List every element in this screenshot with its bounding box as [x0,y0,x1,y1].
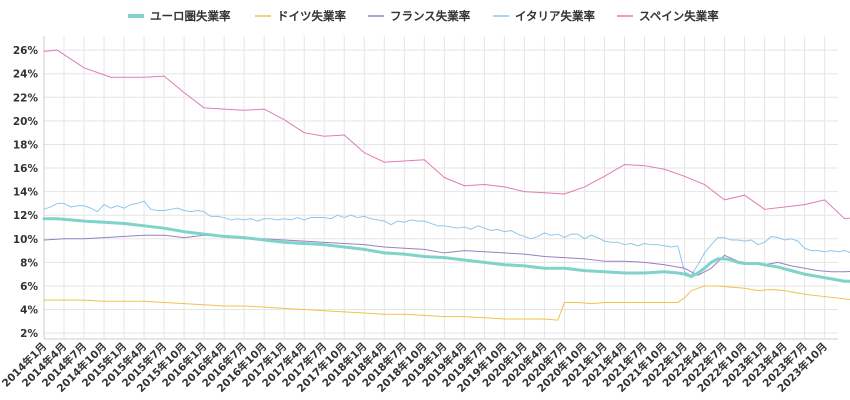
series-line-4 [43,49,850,220]
y-tick-label: 12% [13,210,39,222]
y-tick-label: 16% [13,163,39,175]
legend-item-2[interactable]: フランス失業率 [368,9,471,23]
y-tick-label: 20% [13,116,39,128]
y-tick-label: 24% [13,69,39,81]
y-tick-label: 4% [20,305,38,317]
series-line-3 [43,200,850,276]
legend-label: ドイツ失業率 [277,9,346,23]
legend-item-0[interactable]: ユーロ圏失業率 [128,9,231,23]
x-axis: 2014年1月2014年4月2014年7月2014年10月2015年1月2015… [0,338,838,395]
y-tick-label: 26% [13,45,39,57]
series-line-2 [43,234,850,276]
series-line-1 [43,285,850,321]
legend-label: フランス失業率 [390,9,471,23]
legend-label: イタリア失業率 [515,9,596,23]
legend-label: スペイン失業率 [639,9,719,23]
y-tick-label: 2% [20,328,38,340]
y-tick-label: 6% [20,281,38,293]
series-line-0 [42,217,850,283]
legend-item-1[interactable]: ドイツ失業率 [255,9,346,23]
y-tick-label: 14% [13,187,39,199]
y-tick-label: 22% [13,92,39,104]
y-axis: 2% 4% 6% 8% 10% 12% 14% 16% 18% 20% 22% 24% 26% [13,36,45,340]
plot-area [42,49,850,321]
legend-item-4[interactable]: スペイン失業率 [617,9,719,23]
chart-grid [43,36,838,339]
y-tick-label: 10% [13,234,39,246]
chart-legend: ユーロ圏失業率 ドイツ失業率 フランス失業率 イタリア失業率 スペイン失業率 [128,9,719,23]
y-tick-label: 18% [13,139,39,151]
legend-label: ユーロ圏失業率 [150,9,231,23]
legend-item-3[interactable]: イタリア失業率 [493,9,596,23]
y-tick-label: 8% [20,257,38,269]
